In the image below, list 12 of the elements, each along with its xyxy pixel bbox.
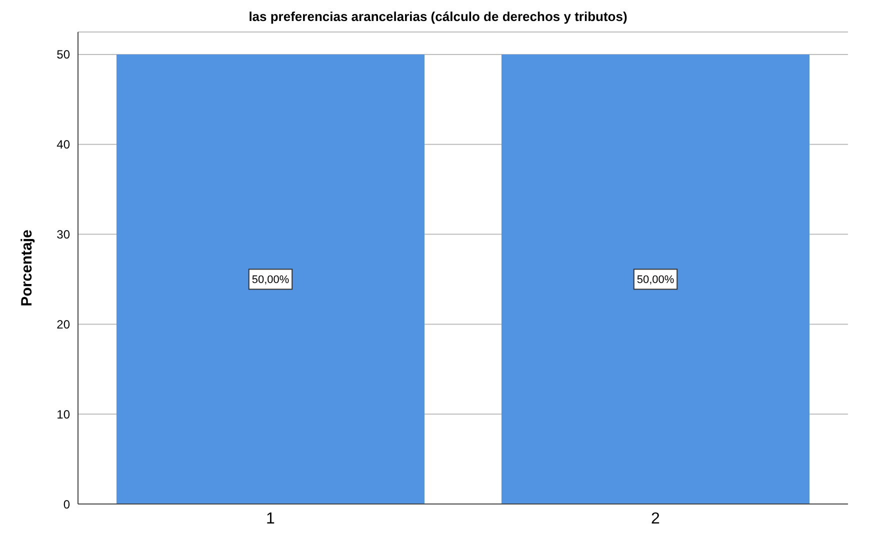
chart-title: las preferencias arancelarias (cálculo de derechos y tributos) [248, 8, 628, 26]
data-label: 50,00% [636, 274, 674, 286]
y-tick-label: 30 [56, 228, 70, 242]
y-tick-label: 0 [63, 497, 70, 512]
x-tick-label: 1 [266, 510, 276, 528]
x-tick-label: 2 [651, 510, 660, 528]
y-tick-label: 50 [56, 48, 70, 62]
data-label: 50,00% [252, 274, 290, 286]
y-axis-title: Porcentaje [18, 230, 36, 306]
y-tick-label: 20 [56, 317, 70, 332]
y-tick-label: 40 [56, 138, 70, 152]
y-tick-label: 10 [56, 407, 70, 422]
